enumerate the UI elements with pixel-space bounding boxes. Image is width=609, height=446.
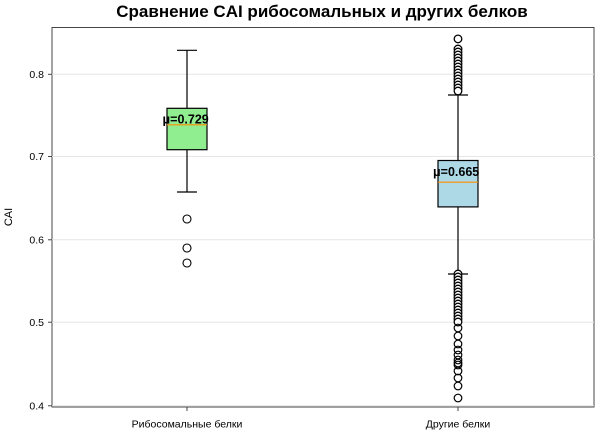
svg-text:Рибосомальные белки: Рибосомальные белки <box>132 419 243 431</box>
svg-text:μ=0.665: μ=0.665 <box>433 165 479 179</box>
svg-text:0.6: 0.6 <box>29 235 44 247</box>
svg-text:μ=0.729: μ=0.729 <box>163 113 209 127</box>
svg-text:Сравнение CAI рибосомальных и: Сравнение CAI рибосомальных и других бел… <box>116 2 527 21</box>
svg-text:0.7: 0.7 <box>29 151 44 163</box>
svg-text:Другие белки: Другие белки <box>426 419 491 431</box>
svg-text:CAI: CAI <box>3 208 15 226</box>
svg-text:0.4: 0.4 <box>29 401 44 413</box>
svg-text:0.8: 0.8 <box>29 69 44 81</box>
svg-text:0.5: 0.5 <box>29 317 44 329</box>
